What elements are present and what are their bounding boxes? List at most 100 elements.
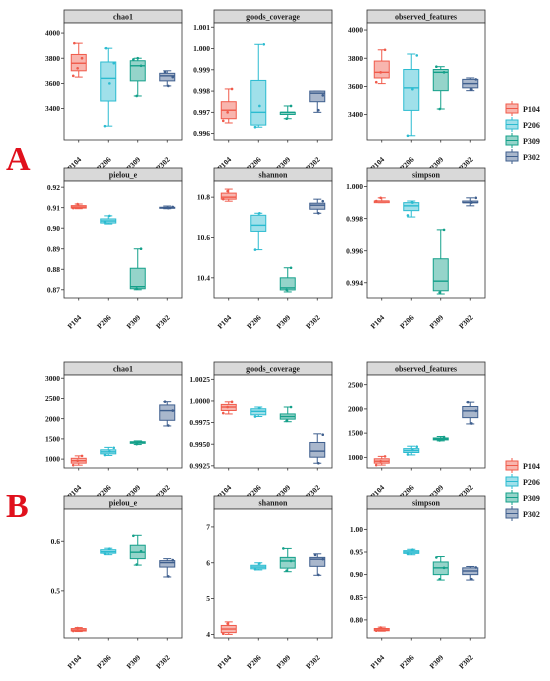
data-point: [374, 629, 378, 633]
data-point: [103, 552, 107, 555]
panel-a-pielou-e-box-p309: [129, 247, 146, 291]
data-point: [442, 71, 446, 74]
panel-b-chao1-title: chao1: [113, 365, 133, 374]
box-iqr: [309, 90, 326, 103]
panel-a-chao1-box-p104: [70, 41, 87, 78]
panel-a-observed-features-title: observed_features: [395, 13, 457, 22]
box-iqr: [373, 60, 390, 79]
panel-b-shannon-title: shannon: [259, 499, 288, 508]
box-iqr: [279, 556, 296, 569]
legend-label: P206: [523, 121, 540, 130]
data-point: [442, 435, 446, 439]
box-iqr: [250, 79, 267, 126]
panel-a-observed-features-box-p309: [432, 65, 449, 111]
panel-b-pielou-e-xtick-label-p309: P309: [125, 653, 143, 671]
panel-a-chao1-frame: [63, 22, 183, 141]
data-point: [253, 125, 257, 129]
panel-b-goods-coverage-box-p309: [279, 405, 296, 423]
data-point: [167, 84, 170, 88]
panel-b-pielou-e-box-p309: [129, 534, 146, 566]
data-point: [253, 567, 257, 571]
panel-a-goods-coverage-ytick-label-1: 0.997: [193, 108, 210, 117]
data-point: [470, 577, 473, 581]
panel-a-chao1-ytick-label-0: 3400: [45, 104, 60, 113]
panel-b-observed-features-box-p302: [462, 400, 479, 425]
box-iqr: [129, 60, 146, 82]
panel-a-shannon-ytick-label-1: 10.6: [197, 233, 210, 242]
panel-a-shannon-title: shannon: [259, 171, 288, 180]
data-point: [112, 61, 116, 65]
data-point: [282, 547, 285, 550]
panel-b-shannon: shannon 4 5 6 7 P104 P206 P309 P302: [206, 495, 333, 671]
data-point: [104, 46, 108, 50]
panel-a-pielou-e-xtick-label-p302: P302: [154, 313, 172, 331]
data-point: [226, 405, 229, 409]
panel-b-simpson-xtick-label-p309: P309: [428, 653, 446, 671]
panel-a-pielou-e-ytick-label-0: 0.87: [47, 285, 60, 294]
panel-b-shannon-xtick-label-p309: P309: [275, 653, 293, 671]
data-point: [438, 107, 441, 111]
box-iqr: [309, 556, 326, 567]
data-point: [103, 453, 107, 457]
data-point: [379, 626, 382, 629]
data-point: [258, 406, 261, 410]
panel-b-observed-features-box-p104: [373, 455, 390, 467]
box-iqr: [309, 202, 326, 210]
panel-a-chao1-ytick-label-2: 3800: [45, 54, 60, 63]
data-point: [379, 196, 382, 200]
panel-a-pielou-e-ytick-label-3: 0.90: [47, 224, 60, 233]
panel-b-chao1-ytick-label-0: 1000: [45, 455, 60, 464]
panel-a-chao1-ytick-label-1: 3600: [45, 79, 60, 88]
data-point: [253, 248, 257, 251]
panel-b-simpson-ytick-label-0: 0.80: [350, 615, 363, 624]
data-point: [132, 534, 135, 538]
panel-a-observed-features-ytick-label-3: 4000: [348, 26, 363, 35]
panel-a-simpson-xtick-label-p104: P104: [369, 313, 387, 331]
panel-a-chao1-box-p302: [159, 70, 176, 88]
legend-label: P309: [523, 494, 540, 503]
panel-a-goods-coverage: goods_coverage 0.996 0.997 0.998 0.999 1.000 1…: [193, 9, 333, 173]
data-point: [470, 422, 473, 425]
data-point: [406, 134, 410, 138]
data-point: [438, 291, 441, 294]
panel-a-simpson-title: simpson: [412, 171, 441, 180]
data-point: [163, 70, 167, 74]
data-point: [411, 201, 414, 204]
panel-b-goods-coverage-ytick-label-2: 0.9975: [189, 418, 210, 427]
data-point: [73, 41, 76, 45]
panel-a-shannon-box-p206: [250, 211, 267, 251]
data-point: [383, 48, 387, 52]
data-point: [135, 442, 138, 446]
panel-a-shannon: shannon 10.4 10.6 10.8 P104 P206 P309 P302: [197, 167, 333, 331]
data-point: [221, 197, 225, 201]
panel-b-simpson-ytick-label-1: 0.85: [350, 593, 363, 602]
data-point: [221, 119, 225, 123]
data-point: [438, 577, 441, 581]
legend-label: P302: [523, 153, 540, 162]
panel-a-simpson-ytick-label-0: 0.994: [346, 278, 363, 287]
panel-a-simpson-ytick-label-2: 0.998: [346, 214, 363, 223]
panel-b-simpson-box-p104: [373, 626, 390, 633]
data-point: [442, 228, 446, 232]
data-point: [76, 202, 79, 206]
panel-b-pielou-e-ytick-label-0: 0.5: [51, 586, 61, 595]
data-point: [171, 558, 175, 562]
panel-b-pielou-e-box-p302: [159, 558, 176, 578]
data-point: [76, 66, 79, 70]
panel-a-pielou-e-ytick-label-5: 0.92: [47, 183, 60, 192]
data-point: [466, 400, 470, 404]
box-iqr: [432, 258, 449, 292]
legend-b-item-p309: P309: [505, 490, 540, 505]
legend-a: P104 P206 P309 P302: [505, 101, 540, 164]
data-point: [103, 221, 107, 224]
panel-b-chao1-box-p206: [100, 446, 117, 457]
data-point: [289, 266, 293, 270]
data-point: [139, 247, 143, 251]
data-point: [171, 75, 175, 79]
data-point: [474, 78, 478, 81]
data-point: [76, 459, 79, 463]
data-point: [474, 566, 478, 569]
panel-a-simpson-ytick-label-1: 0.996: [346, 246, 363, 255]
